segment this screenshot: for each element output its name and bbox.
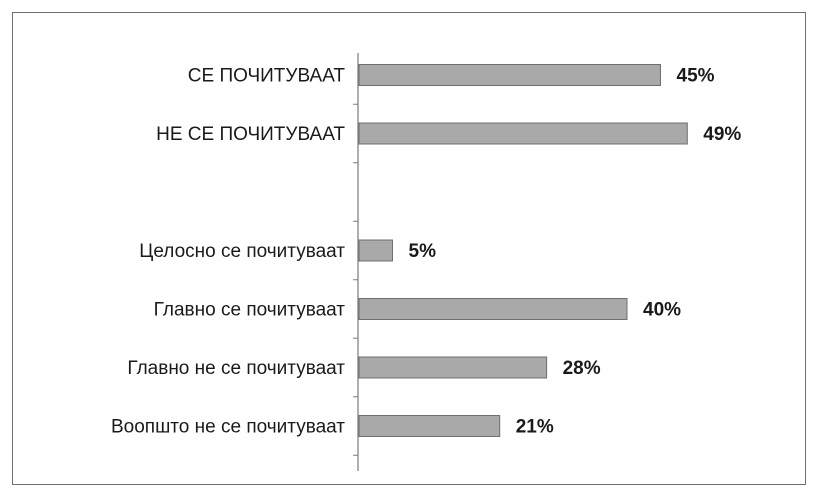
category-label: СЕ ПОЧИТУВААТ: [188, 66, 346, 87]
category-label: Целосно се почитуваат: [139, 241, 345, 262]
bar: [358, 298, 628, 320]
value-label: 21%: [516, 417, 554, 438]
chart-frame: СЕ ПОЧИТУВААТ 45% НЕ СЕ ПОЧИТУВААТ 49% Целос…: [12, 12, 806, 485]
bar: [358, 122, 688, 145]
category-label: НЕ СЕ ПОЧИТУВААТ: [156, 124, 345, 145]
category-label: Воопшто не се почитуваат: [111, 417, 345, 438]
bar-chart: СЕ ПОЧИТУВААТ 45% НЕ СЕ ПОЧИТУВААТ 49% Целос…: [111, 53, 741, 471]
category-label: Главно се почитуваат: [154, 300, 346, 321]
bar: [358, 356, 548, 379]
bar: [358, 239, 393, 262]
value-label: 40%: [643, 300, 681, 321]
value-label: 28%: [563, 358, 601, 379]
category-label: Главно не се почитуваат: [127, 358, 345, 379]
value-label: 49%: [703, 124, 741, 145]
bar: [358, 415, 501, 437]
value-label: 5%: [409, 241, 437, 262]
bar: [358, 64, 661, 86]
value-label: 45%: [677, 66, 715, 87]
